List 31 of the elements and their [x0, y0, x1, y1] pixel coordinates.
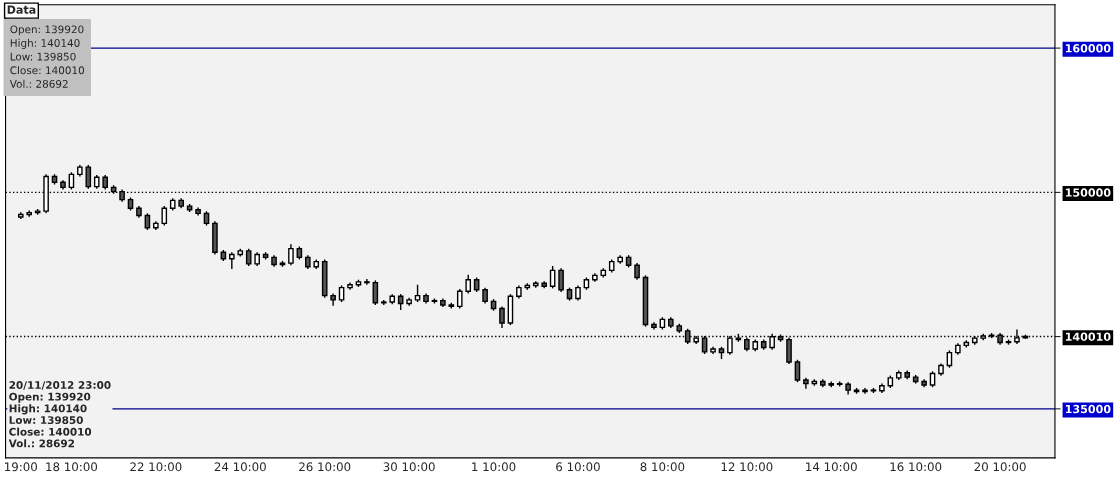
x-tick-label: 18 10:00 — [46, 462, 98, 472]
x-tick-label: 30 10:00 — [383, 462, 435, 472]
x-tick-label: 1 10:00 — [472, 462, 516, 472]
candlestick — [229, 251, 235, 270]
x-tick-label: 20 10:00 — [974, 462, 1026, 472]
y-tick-label: 150000 — [1065, 188, 1111, 197]
annotation: Open: 139920 High: 140140 Low: 139850 Close: 140010 Vol.: 28692 — [9, 25, 85, 88]
candlestick — [786, 336, 792, 365]
x-tick-label: 24 10:00 — [214, 462, 266, 472]
candlestick — [794, 359, 801, 383]
candlestick — [465, 273, 472, 295]
y-tick-label: 140010 — [1065, 332, 1111, 341]
candlestick — [85, 164, 92, 190]
y-tick-label: 135000 — [1065, 404, 1111, 414]
candlestick — [364, 278, 370, 286]
chart-title: Data — [7, 5, 36, 14]
x-tick-label: 14 10:00 — [806, 462, 857, 472]
candlestick — [558, 267, 564, 293]
candlestick — [499, 305, 505, 329]
x-tick-label: 6 10:00 — [556, 462, 600, 472]
x-tick-label: 16 10:00 — [890, 462, 942, 472]
x-tick-label: 8 10:00 — [640, 462, 685, 472]
y-tick-label: 160000 — [1065, 44, 1111, 53]
candlestick — [288, 243, 294, 266]
x-tick-label: 19:00 — [5, 462, 37, 472]
annotation: 20/11/2012 23:00 Open: 139920 High: 140140 Low: 139850 Close: 140010 Vol.: 28692 — [8, 381, 111, 448]
x-tick-label: 12 10:00 — [721, 462, 773, 472]
x-tick-label: 26 10:00 — [299, 462, 351, 472]
x-tick-label: 22 10:00 — [130, 462, 182, 472]
candlestick — [161, 205, 168, 227]
candlestick — [456, 288, 463, 310]
